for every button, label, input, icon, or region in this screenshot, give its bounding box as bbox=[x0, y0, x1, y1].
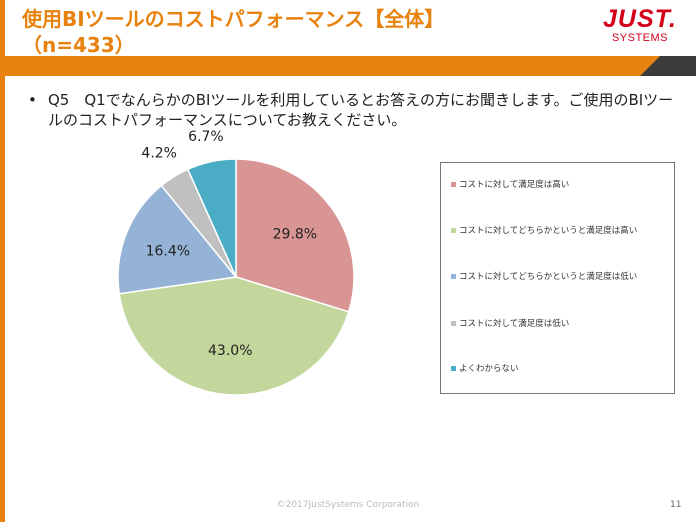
data-label-somewhat-high: 43.0% bbox=[208, 343, 252, 359]
slide-title-line1: 使用BIツールのコストパフォーマンス【全体】 bbox=[22, 7, 445, 31]
legend-item-low: コストに対して満足度は低い bbox=[451, 318, 569, 330]
legend-swatch-somewhat-high bbox=[451, 228, 456, 233]
question-text: Q5 Q1でなんらかのBIツールを利用しているとお答えの方にお聞きします。ご使用… bbox=[48, 91, 674, 129]
pie-slice-unknown bbox=[186, 158, 237, 278]
header-band-dark bbox=[640, 56, 696, 76]
legend-item-somewhat-high: コストに対してどちらかというと満足度は高い bbox=[451, 225, 637, 237]
pie-slice-high bbox=[235, 158, 355, 313]
legend-label-unknown: よくわからない bbox=[459, 364, 519, 374]
bullet-marker: • bbox=[28, 91, 37, 109]
question-block: • Q5 Q1でなんらかのBIツールを利用しているとお答えの方にお聞きします。ご… bbox=[28, 90, 678, 130]
data-label-unknown: 6.7% bbox=[188, 129, 224, 145]
chart-legend: コストに対して満足度は高いコストに対してどちらかというと満足度は高い コストに対し… bbox=[440, 162, 675, 394]
brand-logo: JUST. SYSTEMS bbox=[594, 6, 686, 50]
pie-slice-somewhat-low bbox=[117, 184, 238, 295]
legend-swatch-somewhat-low bbox=[451, 274, 456, 279]
pie-slice-somewhat-high bbox=[118, 276, 350, 396]
copyright-footer: ©2017JustSystems Corporation bbox=[276, 500, 420, 510]
legend-label-high: コストに対して満足度は高い bbox=[459, 180, 570, 190]
page-number: 11 bbox=[670, 500, 682, 510]
legend-item-high: コストに対して満足度は高い bbox=[451, 179, 569, 191]
left-accent-bar bbox=[0, 0, 5, 522]
data-label-high: 29.8% bbox=[273, 227, 317, 243]
legend-label-somewhat-low: コストに対してどちらかというと満足度は低い bbox=[459, 272, 638, 282]
legend-swatch-high bbox=[451, 182, 456, 187]
slide-title: 使用BIツールのコストパフォーマンス【全体】 （n=433） bbox=[22, 6, 444, 58]
header-band bbox=[0, 56, 696, 76]
legend-item-somewhat-low: コストに対してどちらかというと満足度は低い bbox=[451, 271, 637, 283]
legend-label-somewhat-high: コストに対してどちらかというと満足度は高い bbox=[459, 226, 638, 236]
header-band-orange bbox=[0, 56, 660, 76]
slide-title-line2: （n=433） bbox=[22, 33, 135, 57]
data-label-low: 4.2% bbox=[141, 145, 177, 161]
legend-label-low: コストに対して満足度は低い bbox=[459, 319, 570, 329]
data-label-somewhat-low: 16.4% bbox=[146, 243, 190, 259]
brand-logo-mark: JUST. bbox=[603, 5, 677, 33]
brand-logo-subtext: SYSTEMS bbox=[611, 32, 669, 44]
legend-swatch-low bbox=[451, 321, 456, 326]
legend-item-unknown: よくわからない bbox=[451, 363, 519, 375]
legend-swatch-unknown bbox=[451, 366, 456, 371]
